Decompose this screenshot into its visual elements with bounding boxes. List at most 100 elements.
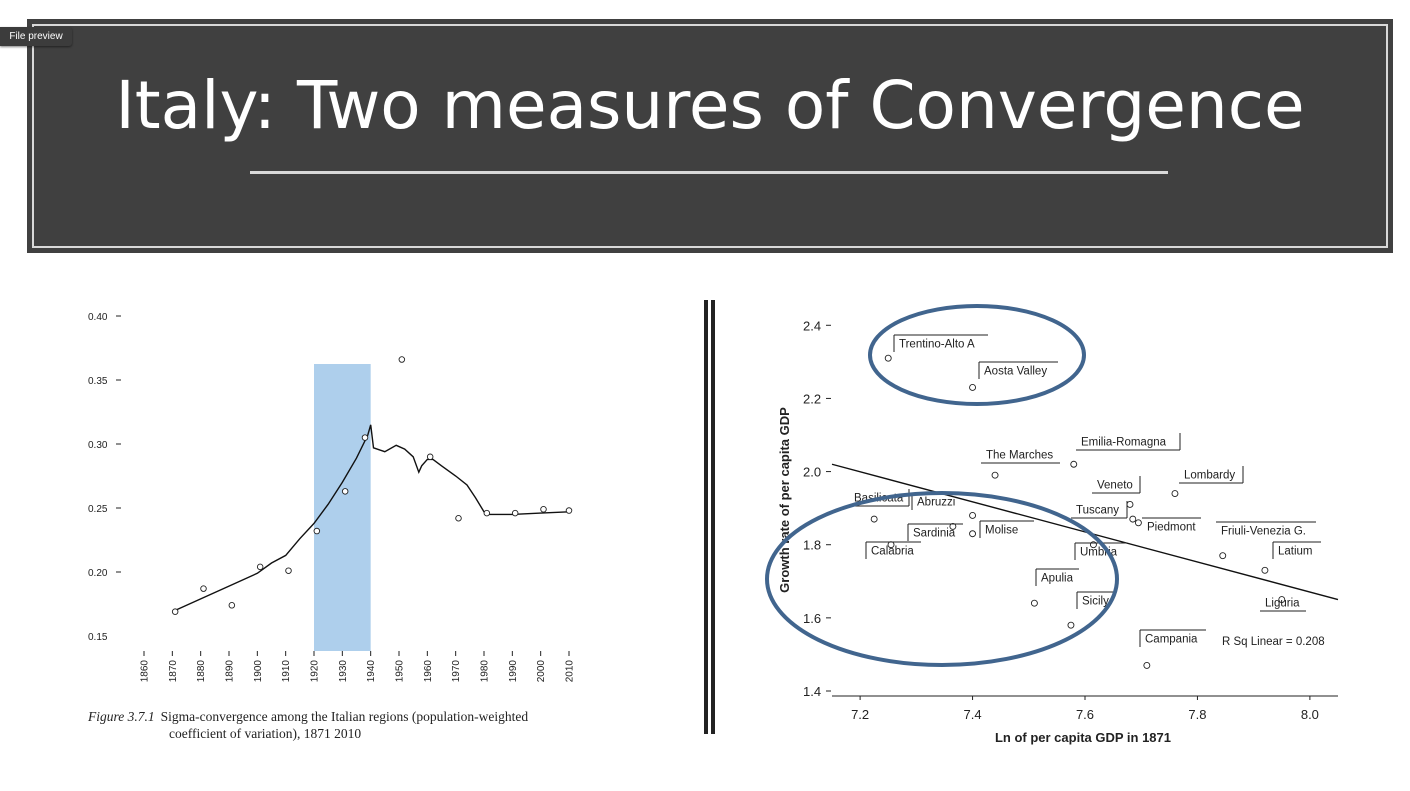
data-point <box>969 512 977 519</box>
y-axis-label: Growth rate of per capita GDP <box>777 407 792 593</box>
y-tick-label: 2.0 <box>803 465 821 480</box>
x-axis-label: Ln of per capita GDP in 1871 <box>995 730 1171 745</box>
x-tick-label: 1940 <box>366 660 377 683</box>
data-point <box>285 567 292 574</box>
y-tick-label: 0.40 <box>88 312 108 323</box>
point-label: Sardinia <box>913 528 956 540</box>
y-tick-label: 0.30 <box>88 440 108 451</box>
data-point <box>969 530 977 538</box>
highlight-ellipse-bottom <box>765 491 1119 667</box>
data-point <box>1219 552 1227 560</box>
x-tick-label: 1930 <box>338 660 349 683</box>
point-label: Friuli-Venezia G. <box>1221 526 1306 538</box>
x-tick-label: 1990 <box>508 660 519 683</box>
point-label: Apulia <box>1041 573 1074 585</box>
point-label: Tuscany <box>1076 505 1119 517</box>
title-underline <box>250 171 1168 174</box>
point-label: Lombardy <box>1184 470 1235 482</box>
y-tick-label: 0.25 <box>88 504 108 515</box>
x-tick-label: 1910 <box>281 660 292 683</box>
y-tick-label: 0.20 <box>88 568 108 579</box>
x-tick-label: 1880 <box>196 660 207 683</box>
point-label: Piedmont <box>1147 522 1196 534</box>
x-tick-label: 1890 <box>225 660 236 683</box>
data-point <box>228 602 236 609</box>
x-tick-label: 7.6 <box>1076 707 1094 722</box>
point-label: Abruzzi <box>917 497 955 509</box>
divider-line-right <box>711 300 715 734</box>
point-label: Emilia-Romagna <box>1081 437 1167 449</box>
y-tick-label: 1.6 <box>803 611 821 626</box>
point-label: Campania <box>1145 634 1198 646</box>
x-tick-label: 1950 <box>395 660 406 683</box>
title-banner: Italy: Two measures of Convergence <box>27 19 1393 253</box>
data-point <box>426 453 434 461</box>
figure-caption: Figure 3.7.1 Sigma-convergence among the … <box>88 708 608 742</box>
regression-line <box>831 463 1339 601</box>
y-tick-label: 2.2 <box>803 391 821 406</box>
point-label: Liguria <box>1265 598 1300 610</box>
point-label: Veneto <box>1097 480 1133 492</box>
data-point <box>1143 661 1151 669</box>
data-point <box>1171 490 1179 497</box>
divider-line-left <box>704 300 708 734</box>
data-point <box>991 471 999 479</box>
point-label: Aosta Valley <box>984 366 1047 378</box>
x-tick-label: 1970 <box>451 660 462 683</box>
x-tick-label: 1980 <box>480 660 491 683</box>
point-label: Molise <box>985 525 1018 537</box>
x-tick-label: 1960 <box>423 660 434 683</box>
slide-title: Italy: Two measures of Convergence <box>115 67 1305 144</box>
y-tick-label: 2.4 <box>803 318 821 333</box>
x-tick-label: 7.2 <box>851 707 869 722</box>
data-point <box>1126 501 1134 508</box>
y-tick-label: 1.4 <box>803 684 821 699</box>
data-point <box>1070 460 1078 468</box>
x-tick-label: 8.0 <box>1301 707 1319 722</box>
point-label: Calabria <box>871 546 914 558</box>
x-tick-label: 1900 <box>253 660 264 683</box>
x-tick-label: 7.4 <box>964 707 982 722</box>
r-squared-label: R Sq Linear = 0.208 <box>1222 636 1325 648</box>
data-point <box>313 527 321 535</box>
point-label: Sicily <box>1082 596 1109 608</box>
data-point <box>455 514 462 522</box>
data-point <box>949 522 957 530</box>
highlight-ellipse-top <box>868 304 1086 406</box>
y-tick-label: 0.15 <box>88 632 108 643</box>
data-point <box>540 506 547 513</box>
data-point <box>171 608 179 615</box>
y-tick-label: 1.8 <box>803 538 821 553</box>
data-point <box>1030 599 1038 607</box>
data-point <box>483 509 491 517</box>
data-point <box>969 384 977 391</box>
x-tick-label: 1860 <box>140 660 151 683</box>
data-point <box>1134 519 1142 527</box>
sigma-convergence-chart: 0.15 0.20 0.25 0.30 0.35 0.40 1860 1870 1880 1890… <box>88 312 576 683</box>
banner-frame <box>32 24 1388 248</box>
data-point <box>200 585 207 592</box>
point-label: Trentino-Alto A <box>899 339 975 351</box>
point-label: Latium <box>1278 546 1313 558</box>
x-tick-label: 2010 <box>565 660 576 683</box>
data-point <box>511 509 519 517</box>
data-point <box>1278 596 1286 604</box>
data-point <box>1067 621 1075 629</box>
smoothed-trend-line <box>174 424 570 612</box>
data-point <box>361 434 369 441</box>
x-tick-label: 1920 <box>310 660 321 683</box>
data-point <box>398 356 406 363</box>
beta-convergence-chart: 7.2 7.4 7.6 7.8 8.0 1.4 1.6 1.8 2.0 2.2 2.4 Ln of p… <box>765 304 1339 745</box>
x-tick-label: 2000 <box>536 660 547 683</box>
data-point <box>565 507 573 514</box>
file-preview-tooltip: File preview <box>0 27 72 46</box>
caption-line-2: coefficient of variation), 1871 2010 <box>169 726 362 741</box>
x-tick-label: 1870 <box>168 660 179 683</box>
caption-line-1: Sigma-convergence among the Italian regi… <box>160 709 529 724</box>
y-tick-label: 0.35 <box>88 376 108 387</box>
point-label: The Marches <box>986 450 1053 462</box>
data-point <box>256 563 264 571</box>
x-tick-label: 7.8 <box>1188 707 1206 722</box>
data-point <box>884 354 892 362</box>
highlight-band <box>314 364 371 651</box>
